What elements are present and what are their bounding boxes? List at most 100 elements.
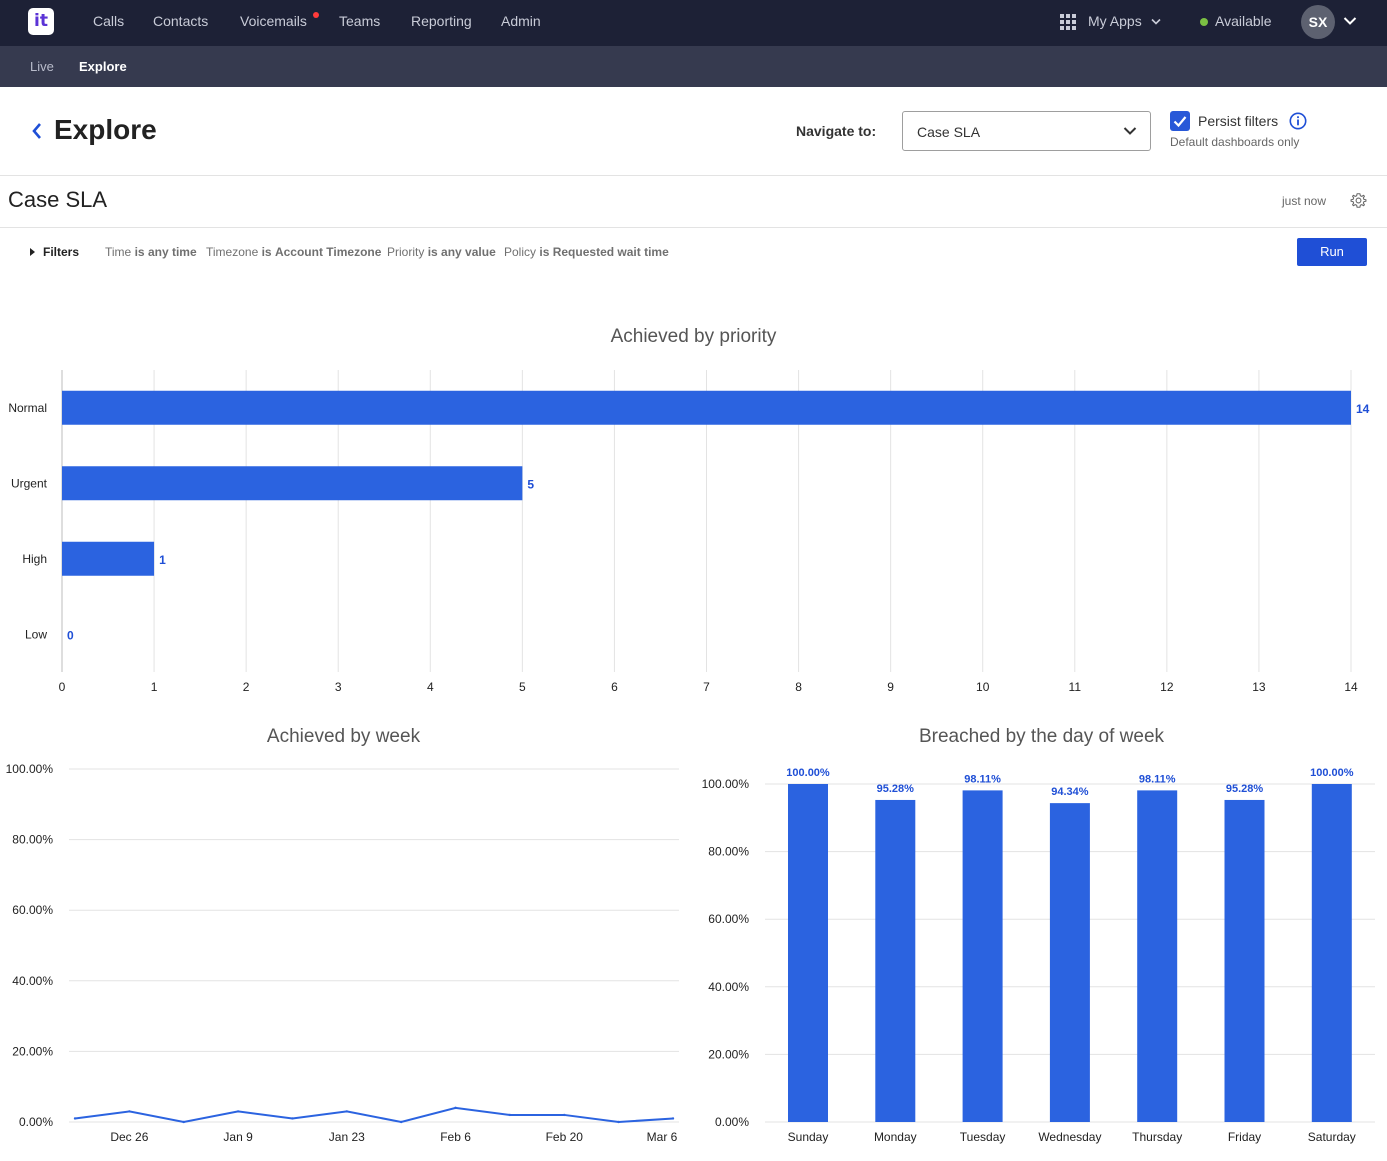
- dashboard-title: Case SLA: [8, 187, 108, 212]
- bar-friday: [1224, 799, 1265, 1122]
- line-point: [508, 1113, 512, 1117]
- availability-status[interactable]: Available: [1215, 13, 1272, 29]
- y-tick-label: High: [22, 552, 47, 566]
- x-tick-label: 11: [1069, 680, 1082, 694]
- filter-operator: is: [427, 245, 438, 259]
- x-tick-label: Thursday: [1132, 1130, 1182, 1144]
- line-point: [128, 1110, 131, 1113]
- dashboard-select-value: Case SLA: [917, 124, 981, 140]
- app-logo[interactable]: it: [28, 8, 54, 35]
- filter-operator: is: [134, 245, 145, 259]
- x-tick-label: 5: [519, 680, 526, 694]
- y-tick-label: Low: [25, 627, 47, 641]
- sub-navigation-bar: Live Explore: [0, 46, 1387, 87]
- data-label: 98.11%: [964, 773, 1001, 785]
- persist-filters-sublabel: Default dashboards only: [1170, 135, 1300, 149]
- subnav-explore[interactable]: Explore: [79, 59, 127, 74]
- apps-grid-icon[interactable]: [1060, 14, 1076, 30]
- dashboard-select[interactable]: Case SLA: [902, 111, 1151, 151]
- data-label: 0: [67, 628, 74, 642]
- chart-title-breached-by-day: Breached by the day of week: [918, 726, 1165, 747]
- page-title: Explore: [54, 114, 157, 145]
- line-point: [182, 1120, 185, 1124]
- x-tick-label: 14: [1344, 680, 1358, 694]
- breached-by-day-of-week-chart: 0.00% 20.00% 40.00% 60.00% 80.00% 100.00% 100.…: [702, 767, 1375, 1144]
- x-tick-label: 4: [427, 680, 434, 694]
- explore-header: Explore Navigate to: Case SLA Persist fi…: [0, 87, 1387, 176]
- user-avatar[interactable]: SX: [1301, 5, 1335, 39]
- filter-field: Timezone: [206, 245, 259, 259]
- x-tick-label: Tuesday: [960, 1130, 1006, 1144]
- data-label: 100.00%: [1310, 767, 1354, 779]
- y-tick-label: 80.00%: [12, 833, 53, 847]
- account-chevron-down-icon[interactable]: [1343, 16, 1357, 26]
- x-tick-label: Monday: [874, 1130, 917, 1144]
- x-tick-label: Saturday: [1308, 1130, 1356, 1144]
- x-tick-label: 9: [887, 680, 894, 694]
- filter-timezone[interactable]: Timezone is Account Timezone: [206, 245, 381, 259]
- y-tick-label: 40.00%: [12, 974, 53, 988]
- data-label: 94.34%: [1051, 786, 1089, 798]
- x-tick-label: Friday: [1228, 1130, 1261, 1144]
- y-tick-label: 40.00%: [708, 980, 749, 994]
- last-updated: just now: [1282, 194, 1327, 208]
- data-label: 1: [159, 553, 166, 567]
- y-tick-label: 100.00%: [702, 777, 750, 791]
- nav-reporting[interactable]: Reporting: [411, 13, 472, 29]
- back-chevron-icon[interactable]: [31, 122, 43, 140]
- line-point: [345, 1110, 349, 1113]
- nav-voicemails[interactable]: Voicemails: [240, 13, 307, 29]
- navigate-to-label: Navigate to:: [796, 123, 877, 139]
- line-point: [236, 1110, 240, 1113]
- filter-policy[interactable]: Policy is Requested wait time: [504, 245, 669, 259]
- y-tick-label: 0.00%: [19, 1115, 53, 1129]
- nav-contacts[interactable]: Contacts: [153, 13, 209, 29]
- line-point: [291, 1117, 294, 1120]
- line-point: [454, 1106, 457, 1110]
- persist-filters-checkbox[interactable]: [1170, 111, 1190, 131]
- x-tick-label: Feb 6: [440, 1130, 471, 1144]
- data-label: 14: [1356, 402, 1370, 416]
- filter-field: Policy: [504, 245, 537, 259]
- filters-toggle[interactable]: Filters: [43, 245, 80, 259]
- filter-value: Requested wait time: [552, 245, 669, 259]
- x-tick-label: 0: [59, 680, 66, 694]
- x-tick-label: Feb 20: [546, 1130, 584, 1144]
- filter-value: Account Timezone: [274, 245, 382, 259]
- x-tick-label: 13: [1252, 680, 1266, 694]
- nav-teams[interactable]: Teams: [339, 13, 381, 29]
- bar-thursday: [1137, 790, 1178, 1122]
- bar-wednesday: [1049, 803, 1090, 1122]
- data-label: 5: [527, 477, 534, 491]
- info-icon[interactable]: [1289, 112, 1307, 130]
- status-indicator: [1200, 18, 1208, 26]
- x-tick-label: 2: [243, 680, 250, 694]
- data-label: 95.28%: [877, 783, 915, 795]
- y-tick-label: Urgent: [11, 476, 48, 490]
- bar-sunday: [788, 784, 828, 1122]
- top-navigation-bar: it Calls Contacts Voicemails Teams Repor…: [0, 0, 1387, 46]
- nav-calls[interactable]: Calls: [93, 13, 125, 29]
- chart-title-achieved-by-priority: Achieved by priority: [610, 326, 777, 347]
- run-button[interactable]: Run: [1297, 238, 1367, 266]
- filter-field: Time: [105, 245, 132, 259]
- voicemail-notification-dot: [313, 12, 319, 18]
- nav-admin[interactable]: Admin: [501, 13, 541, 29]
- bar-monday: [875, 799, 916, 1122]
- bar-normal: [62, 390, 1351, 425]
- line-point: [617, 1120, 620, 1124]
- x-tick-label: 6: [611, 680, 618, 694]
- line-point: [563, 1113, 566, 1117]
- data-label: 100.00%: [786, 767, 830, 779]
- data-label: 95.28%: [1226, 783, 1264, 795]
- chevron-down-icon[interactable]: [1151, 18, 1161, 26]
- filter-priority[interactable]: Priority is any value: [387, 245, 496, 259]
- caret-right-icon[interactable]: [30, 248, 36, 256]
- filters-bar: Filters Time is any time Timezone is Acc…: [0, 227, 1387, 275]
- filter-time[interactable]: Time is any time: [105, 245, 197, 259]
- gear-icon[interactable]: [1350, 192, 1367, 209]
- subnav-live[interactable]: Live: [30, 59, 54, 74]
- x-tick-label: 7: [703, 680, 710, 694]
- my-apps-menu[interactable]: My Apps: [1088, 13, 1142, 29]
- app-logo-text: it: [34, 11, 48, 31]
